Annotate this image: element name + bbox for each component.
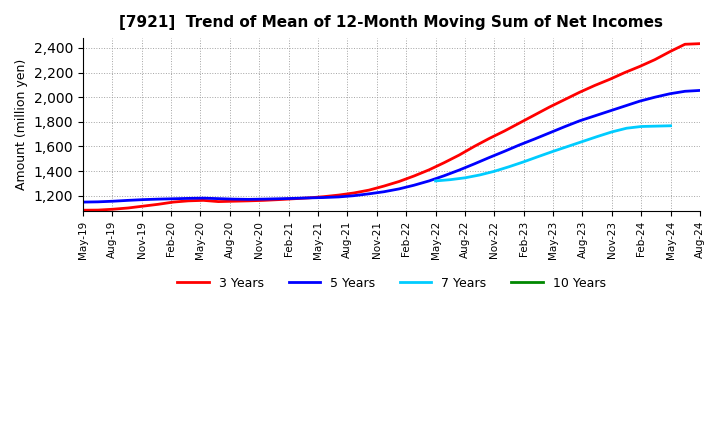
Title: [7921]  Trend of Mean of 12-Month Moving Sum of Net Incomes: [7921] Trend of Mean of 12-Month Moving …	[120, 15, 663, 30]
Legend: 3 Years, 5 Years, 7 Years, 10 Years: 3 Years, 5 Years, 7 Years, 10 Years	[172, 272, 611, 295]
Y-axis label: Amount (million yen): Amount (million yen)	[15, 59, 28, 190]
